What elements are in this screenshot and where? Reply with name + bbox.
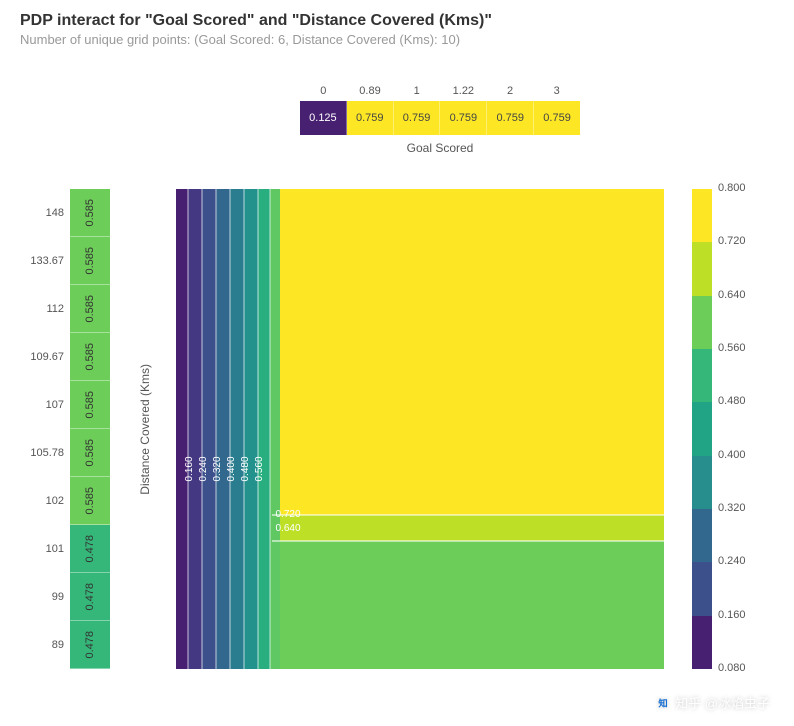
top-tick: 1 xyxy=(393,85,440,101)
left-tick: 148 xyxy=(20,189,70,237)
svg-text:0.400: 0.400 xyxy=(226,456,237,481)
left-marginal-cell: 0.478 xyxy=(70,525,110,573)
colorbar: 0.8000.7200.6400.5600.4800.4000.3200.240… xyxy=(692,189,746,669)
watermark-text: 知乎 @冰焰虫子 xyxy=(675,693,770,712)
svg-text:0.320: 0.320 xyxy=(212,456,223,481)
svg-text:0.560: 0.560 xyxy=(254,456,265,481)
top-marginal-cell: 0.125 xyxy=(300,101,347,135)
left-tick: 101 xyxy=(20,525,70,573)
left-marginal-cell: 0.585 xyxy=(70,477,110,525)
svg-text:0.160: 0.160 xyxy=(184,456,195,481)
left-marginal-cells: 0.5850.5850.5850.5850.5850.5850.5850.478… xyxy=(70,189,110,669)
svg-text:0.480: 0.480 xyxy=(240,456,251,481)
svg-text:0.240: 0.240 xyxy=(198,456,209,481)
top-tick: 1.22 xyxy=(440,85,487,101)
colorbar-ticks: 0.8000.7200.6400.5600.4800.4000.3200.240… xyxy=(718,189,746,669)
left-tick: 109.67 xyxy=(20,333,70,381)
left-marginal-cell: 0.478 xyxy=(70,621,110,669)
main-area: 148133.67112109.67107105.781021019989 0.… xyxy=(20,189,774,669)
colorbar-block xyxy=(692,189,712,242)
left-axis-label: Distance Covered (Kms) xyxy=(138,364,152,495)
svg-text:知: 知 xyxy=(658,697,668,708)
top-marginal-ticks: 00.8911.2223 xyxy=(300,85,580,101)
left-marginal-cell: 0.585 xyxy=(70,237,110,285)
colorbar-block xyxy=(692,616,712,669)
chart-title: PDP interact for "Goal Scored" and "Dist… xyxy=(20,12,774,30)
colorbar-block xyxy=(692,456,712,509)
left-tick: 107 xyxy=(20,381,70,429)
colorbar-block xyxy=(692,349,712,402)
top-tick: 0 xyxy=(300,85,347,101)
pdp-heatmap: 0.1600.2400.3200.4000.4800.560 0.720 0.640 xyxy=(176,189,664,669)
left-tick: 105.78 xyxy=(20,429,70,477)
colorbar-block xyxy=(692,296,712,349)
colorbar-block xyxy=(692,509,712,562)
left-tick: 102 xyxy=(20,477,70,525)
watermark: 知 知乎 @冰焰虫子 xyxy=(655,693,770,712)
top-marginal-cell: 0.759 xyxy=(534,101,580,135)
top-tick: 0.89 xyxy=(347,85,394,101)
left-marginal-cell: 0.585 xyxy=(70,429,110,477)
chart-subtitle: Number of unique grid points: (Goal Scor… xyxy=(20,32,774,47)
left-tick: 133.67 xyxy=(20,237,70,285)
left-marginal-cell: 0.585 xyxy=(70,189,110,237)
top-tick: 2 xyxy=(487,85,534,101)
left-marginal-cell: 0.585 xyxy=(70,285,110,333)
top-marginal-cell: 0.759 xyxy=(394,101,441,135)
left-marginal-cell: 0.585 xyxy=(70,333,110,381)
svg-text:0.720: 0.720 xyxy=(275,509,300,520)
top-marginal-cell: 0.759 xyxy=(347,101,394,135)
left-tick: 112 xyxy=(20,285,70,333)
top-marginal-cell: 0.759 xyxy=(487,101,534,135)
colorbar-block xyxy=(692,242,712,295)
zhihu-icon: 知 xyxy=(655,695,671,711)
top-marginal-chart: 00.8911.2223 0.1250.7590.7590.7590.7590.… xyxy=(300,85,580,155)
svg-text:0.640: 0.640 xyxy=(275,523,300,534)
colorbar-block xyxy=(692,562,712,615)
left-marginal-ticks: 148133.67112109.67107105.781021019989 xyxy=(20,189,70,669)
left-tick: 89 xyxy=(20,621,70,669)
left-marginal-cell: 0.585 xyxy=(70,381,110,429)
top-axis-label: Goal Scored xyxy=(300,141,580,155)
top-marginal-cell: 0.759 xyxy=(440,101,487,135)
left-marginal-chart: 148133.67112109.67107105.781021019989 0.… xyxy=(20,189,158,669)
left-tick: 99 xyxy=(20,573,70,621)
colorbar-block xyxy=(692,402,712,455)
top-tick: 3 xyxy=(533,85,580,101)
colorbar-blocks xyxy=(692,189,712,669)
left-marginal-cell: 0.478 xyxy=(70,573,110,621)
top-marginal-cells: 0.1250.7590.7590.7590.7590.759 xyxy=(300,101,580,135)
